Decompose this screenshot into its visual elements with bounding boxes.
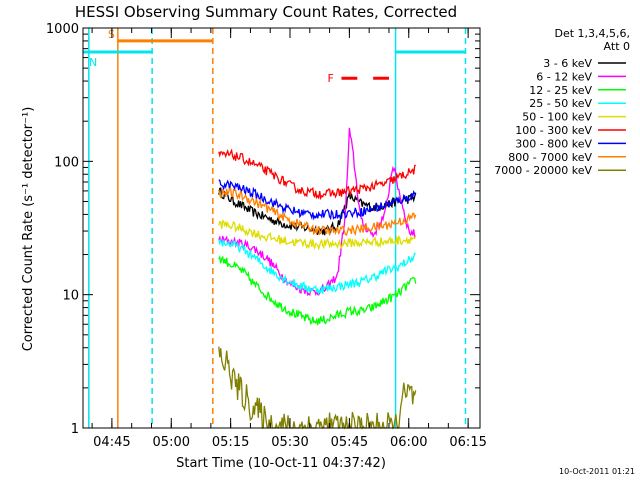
marker-f-label: F <box>327 72 333 85</box>
legend-label-6-12-kev: 6 - 12 keV <box>536 70 592 83</box>
x-tick-label: 04:45 <box>93 435 130 450</box>
x-tick-label: 06:00 <box>390 435 427 450</box>
series-line-3-6-kev <box>218 187 417 236</box>
y-tick-label: 10 <box>62 289 79 304</box>
x-tick-label: 05:45 <box>331 435 368 450</box>
legend-label-300-800-kev: 300 - 800 keV <box>515 137 592 150</box>
legend-label-7000-20000-kev: 7000 - 20000 keV <box>494 164 592 177</box>
axes: 1 10 100 1000 04:45 05:00 05:15 05:30 05:45 06:00… <box>46 22 487 450</box>
legend-label-800-7000-kev: 800 - 7000 keV <box>508 151 592 164</box>
marker-n-label: N <box>89 56 97 69</box>
footer-date: 10-Oct-2011 01:21 <box>559 467 635 476</box>
marker-s-label: S <box>108 28 115 41</box>
legend-label-50-100-kev: 50 - 100 keV <box>522 111 592 124</box>
chart-title: HESSI Observing Summary Count Rates, Cor… <box>75 3 457 21</box>
y-tick-label: 1000 <box>46 22 79 37</box>
legend-title-line: Det 1,3,4,5,6, <box>554 27 630 40</box>
x-tick-label: 06:15 <box>449 435 486 450</box>
instrument-markers: S N F <box>83 28 467 428</box>
series-line-800-7000-kev <box>218 187 417 237</box>
x-tick-label: 05:30 <box>271 435 308 450</box>
series-line-7000-20000-kev <box>218 346 417 430</box>
y-tick-label: 1 <box>71 422 79 437</box>
series-line-100-300-kev <box>218 148 416 201</box>
legend-title-line: Att 0 <box>604 40 630 53</box>
y-axis-label: Corrected Count Rate (s⁻¹ detector⁻¹) <box>21 107 36 352</box>
series-line-12-25-kev <box>218 254 417 326</box>
legend-label-3-6-kev: 3 - 6 keV <box>543 57 592 70</box>
legend-label-25-50-kev: 25 - 50 keV <box>529 97 592 110</box>
x-tick-label: 05:00 <box>153 435 190 450</box>
x-axis-label: Start Time (10-Oct-11 04:37:42) <box>176 456 386 471</box>
data-series <box>218 127 417 430</box>
legend-label-100-300-kev: 100 - 300 keV <box>515 124 592 137</box>
series-line-300-800-kev <box>218 179 417 221</box>
plot-frame <box>82 27 481 429</box>
legend-label-12-25-kev: 12 - 25 keV <box>529 84 592 97</box>
series-line-25-50-kev <box>218 238 416 296</box>
series-line-6-12-kev <box>218 127 417 297</box>
series-line-50-100-kev <box>218 219 417 251</box>
y-tick-label: 100 <box>54 155 79 170</box>
x-tick-label: 05:15 <box>212 435 249 450</box>
